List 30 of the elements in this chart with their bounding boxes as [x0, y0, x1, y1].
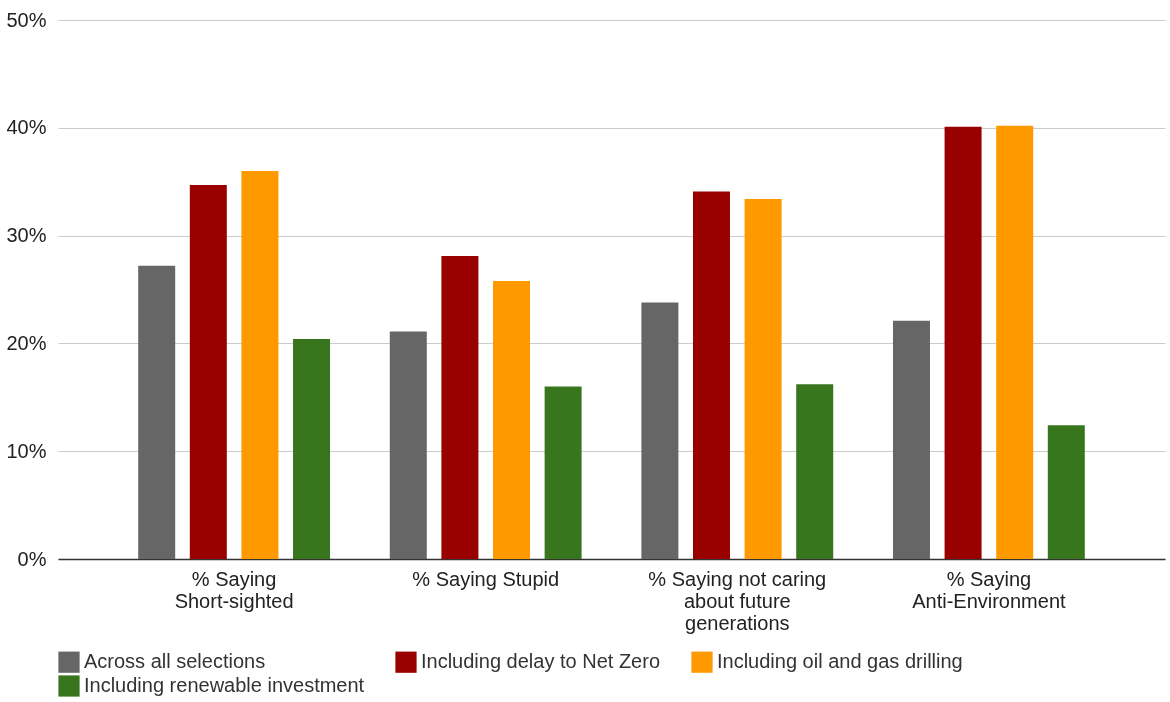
bar [641, 302, 679, 559]
bar [441, 256, 479, 559]
bar [692, 191, 730, 559]
x-tick-label: % Saying Short-sighted [174, 567, 294, 612]
bar [544, 386, 582, 559]
y-tick-label: 0% [17, 547, 47, 570]
bar [744, 198, 782, 559]
bar [1047, 425, 1085, 559]
y-tick-label: 20% [6, 331, 47, 354]
bar [493, 280, 531, 559]
bar [189, 184, 227, 559]
y-tick-label: 30% [6, 224, 47, 247]
y-tick-label: 40% [6, 116, 47, 139]
y-tick-label: 50% [6, 8, 47, 31]
legend-label: Including renewable investment [84, 674, 365, 696]
bar [241, 170, 279, 559]
bar [892, 320, 930, 559]
legend-label: Including oil and gas drilling [717, 650, 963, 673]
bar [138, 265, 176, 559]
bar [944, 126, 982, 559]
bar [796, 384, 834, 559]
bar [996, 125, 1034, 559]
legend-label: Across all selections [84, 650, 266, 673]
x-tick-label: % Saying Anti-Environment [912, 567, 1067, 612]
legend-label: Including delay to Net Zero [421, 650, 661, 673]
x-tick-label: % Saying not caring about future generations [648, 567, 827, 634]
bar [293, 339, 331, 559]
y-tick-label: 10% [6, 439, 47, 462]
x-tick-label: % Saying Stupid [412, 567, 560, 590]
bar [389, 331, 427, 559]
